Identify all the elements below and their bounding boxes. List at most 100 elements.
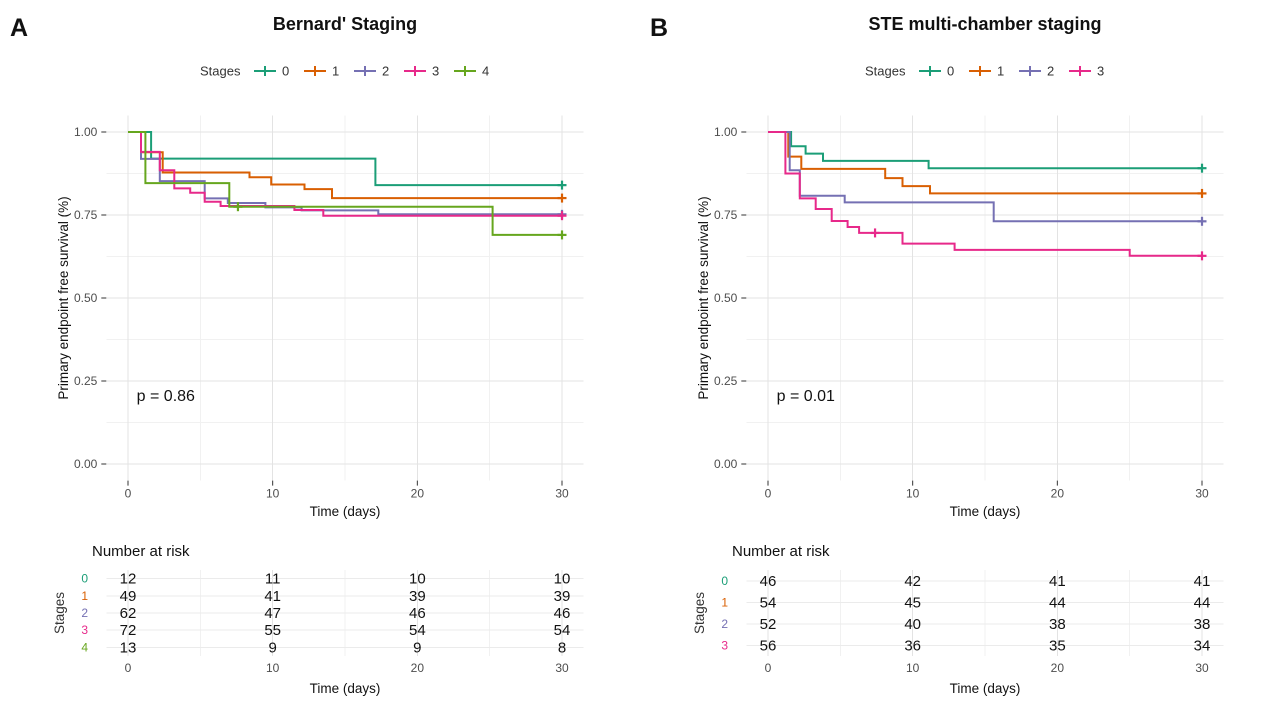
risk-count: 49 [120,588,137,605]
legend-entry-label: 4 [482,64,489,79]
risk-row-stage-label: 1 [81,589,88,603]
risk-count: 41 [1194,573,1211,590]
x-tick-label: 30 [555,487,569,501]
risk-table-row: 3 56 36 35 34 [721,637,1210,654]
censor-plus-icon [557,180,567,190]
legend-item: 1 [969,64,1004,79]
y-tick-label: 1.00 [74,125,98,139]
risk-table-x-tick-label: 0 [765,661,772,675]
risk-count: 40 [904,616,921,633]
risk-row-stage-label: 1 [721,595,728,609]
censor-plus-icon [557,230,567,240]
y-axis-title: Primary endpoint free survival (%) [56,196,71,399]
legend-item: 4 [454,64,489,79]
panel-letter: A [10,14,28,42]
risk-table-title: Number at risk [732,543,830,560]
legend-item: 3 [1069,64,1104,79]
x-tick-label: 20 [1051,487,1065,501]
km-curve-stage-1 [768,131,1202,195]
risk-count: 38 [1194,616,1211,633]
x-tick-label: 10 [906,487,920,501]
km-curve-stage-3 [128,131,562,217]
risk-count: 38 [1049,616,1066,633]
km-curves [128,131,567,240]
legend-entry-label: 0 [947,64,954,79]
risk-count: 44 [1194,594,1211,611]
y-tick-label: 0.25 [74,374,98,388]
risk-table-grid [746,570,1224,656]
risk-count: 11 [265,571,281,588]
risk-table-grid [106,570,584,656]
risk-count: 41 [1049,573,1066,590]
risk-count: 8 [558,639,566,656]
x-tick-label: 10 [266,487,280,501]
risk-count: 13 [120,639,137,656]
y-tick-label: 0.00 [74,457,98,471]
y-tick-label: 0.50 [714,291,738,305]
risk-table-row: 0 12 11 10 10 [81,571,570,588]
legend: Stages 0 1 2 3 [865,64,1104,79]
risk-table-row: 4 13 9 9 8 [81,639,566,656]
legend-entry-label: 2 [1047,64,1054,79]
legend-entry-label: 3 [432,64,439,79]
risk-count: 44 [1049,594,1066,611]
p-value-label: p = 0.86 [137,388,195,405]
x-axis-title: Time (days) [310,504,381,519]
risk-table-row: 2 52 40 38 38 [721,616,1210,633]
risk-row-stage-label: 0 [81,572,88,586]
y-axis-title: Primary endpoint free survival (%) [696,196,711,399]
risk-count: 41 [264,588,281,605]
axes: 0 10 20 30 0.00 0.25 0.50 0.75 1.00 Time (days) Pr… [696,125,1209,519]
legend-entry-label: 3 [1097,64,1104,79]
panel-letter: B [650,14,668,42]
legend-item: 1 [304,64,339,79]
km-curve-stage-2 [128,131,562,216]
risk-count: 46 [554,605,571,622]
risk-row-stage-label: 3 [721,638,728,652]
risk-row-stage-label: 2 [721,617,728,631]
risk-table-x-tick-label: 20 [1051,661,1065,675]
censor-plus-icon [233,202,243,212]
risk-table-x-tick-label: 0 [125,661,132,675]
censor-plus-icon [1197,163,1207,173]
risk-count: 54 [409,622,426,639]
risk-row-stage-label: 4 [81,640,88,654]
legend-item: 0 [254,64,289,79]
risk-count: 55 [264,622,281,639]
risk-count: 12 [120,571,137,588]
legend-entry-label: 1 [332,64,339,79]
km-curve-stage-2 [768,131,1202,223]
x-tick-label: 30 [1195,487,1209,501]
x-tick-label: 0 [125,487,132,501]
y-tick-label: 0.75 [714,208,738,222]
risk-table-row: 0 46 42 41 41 [721,573,1210,590]
risk-table-x-tick-label: 30 [555,661,569,675]
panel-background [640,0,1280,720]
risk-table-x-tick-label: 10 [906,661,920,675]
risk-count: 10 [409,571,426,588]
x-tick-label: 20 [411,487,425,501]
y-tick-label: 0.25 [714,374,738,388]
legend-item: 0 [919,64,954,79]
x-axis-title: Time (days) [950,504,1021,519]
y-tick-label: 0.00 [714,457,738,471]
risk-table-row: 2 62 47 46 46 [81,605,570,622]
risk-count: 56 [760,637,777,654]
risk-count: 36 [904,637,921,654]
risk-table: Number at risk Stages 0 46 42 41 41 1 54 45 44 44 2 5… [692,543,1224,696]
risk-table-row: 1 49 41 39 39 [81,588,570,605]
risk-count: 54 [554,622,571,639]
km-curve-stage-0 [768,131,1202,170]
legend-entry-label: 2 [382,64,389,79]
km-curve-stage-0 [128,131,562,187]
risk-count: 62 [120,605,137,622]
legend: Stages 0 1 2 3 4 [200,64,489,79]
legend-entry-label: 0 [282,64,289,79]
x-tick-label: 0 [765,487,772,501]
risk-table-x-axis-title: Time (days) [950,681,1021,696]
panel-a-bernard-staging: A Bernard' Staging Stages 0 1 2 3 4 0 10 20 30 0.00 0… [10,14,584,696]
